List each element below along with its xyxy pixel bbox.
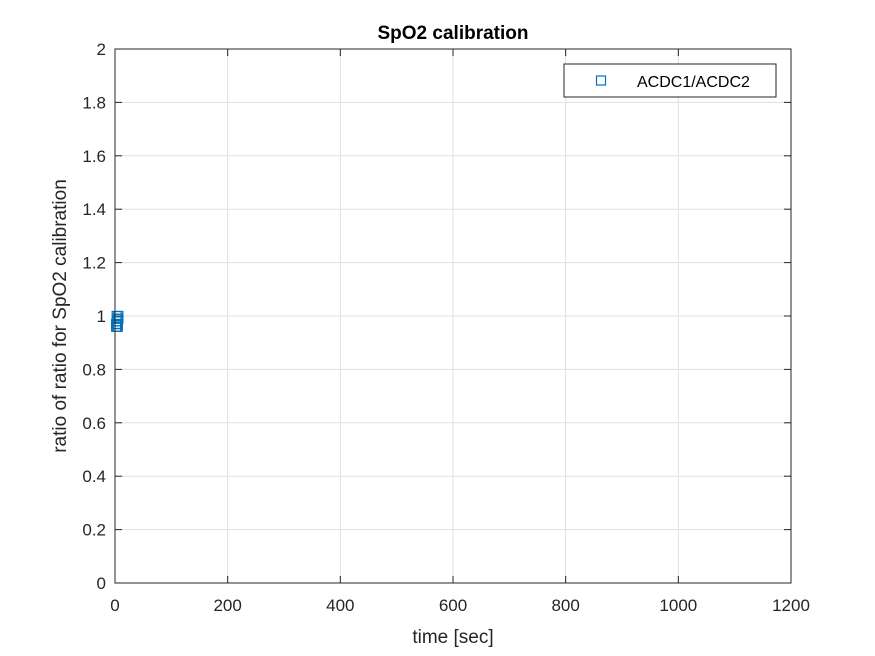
legend-entry-label: ACDC1/ACDC2 [637, 74, 750, 91]
y-tick-label: 1 [97, 307, 106, 326]
data-point-square [113, 313, 124, 324]
y-tick-label: 0 [97, 574, 106, 593]
x-tick-label: 200 [213, 596, 241, 615]
y-tick-label: 2 [97, 40, 106, 59]
grid-layer [115, 49, 791, 583]
y-tick-label: 0.6 [82, 414, 106, 433]
x-tick-label: 600 [439, 596, 467, 615]
y-tick-label: 1.4 [82, 200, 106, 219]
tick-layer: 0 200 400 600 800 1000 1200 0 0.2 0.4 0.6 0.8 1 1.2 1.… [82, 40, 810, 615]
y-tick-label: 1.2 [82, 254, 106, 273]
x-tick-label: 800 [551, 596, 579, 615]
legend: ACDC1/ACDC2 [563, 63, 777, 98]
legend-box [563, 63, 777, 98]
data-point-square [111, 310, 122, 322]
x-axis-label: time [sec] [412, 627, 493, 648]
chart-title: SpO2 calibration [378, 23, 529, 44]
y-axis-label: ratio of ratio for SpO2 calibration [50, 179, 71, 453]
x-tick-label: 0 [110, 596, 119, 615]
y-tick-label: 0.2 [82, 521, 106, 540]
y-tick-label: 0.4 [82, 467, 106, 486]
x-tick-label: 1000 [659, 596, 697, 615]
data-point-square [112, 321, 123, 332]
legend-marker-square-icon [595, 75, 607, 86]
plot-frame [114, 48, 792, 584]
y-tick-label: 0.8 [82, 360, 106, 379]
marker-layer [111, 310, 124, 332]
x-tick-label: 1200 [772, 596, 810, 615]
x-tick-label: 400 [326, 596, 354, 615]
y-tick-label: 1.6 [82, 147, 106, 166]
y-tick-label: 1.8 [82, 93, 106, 112]
